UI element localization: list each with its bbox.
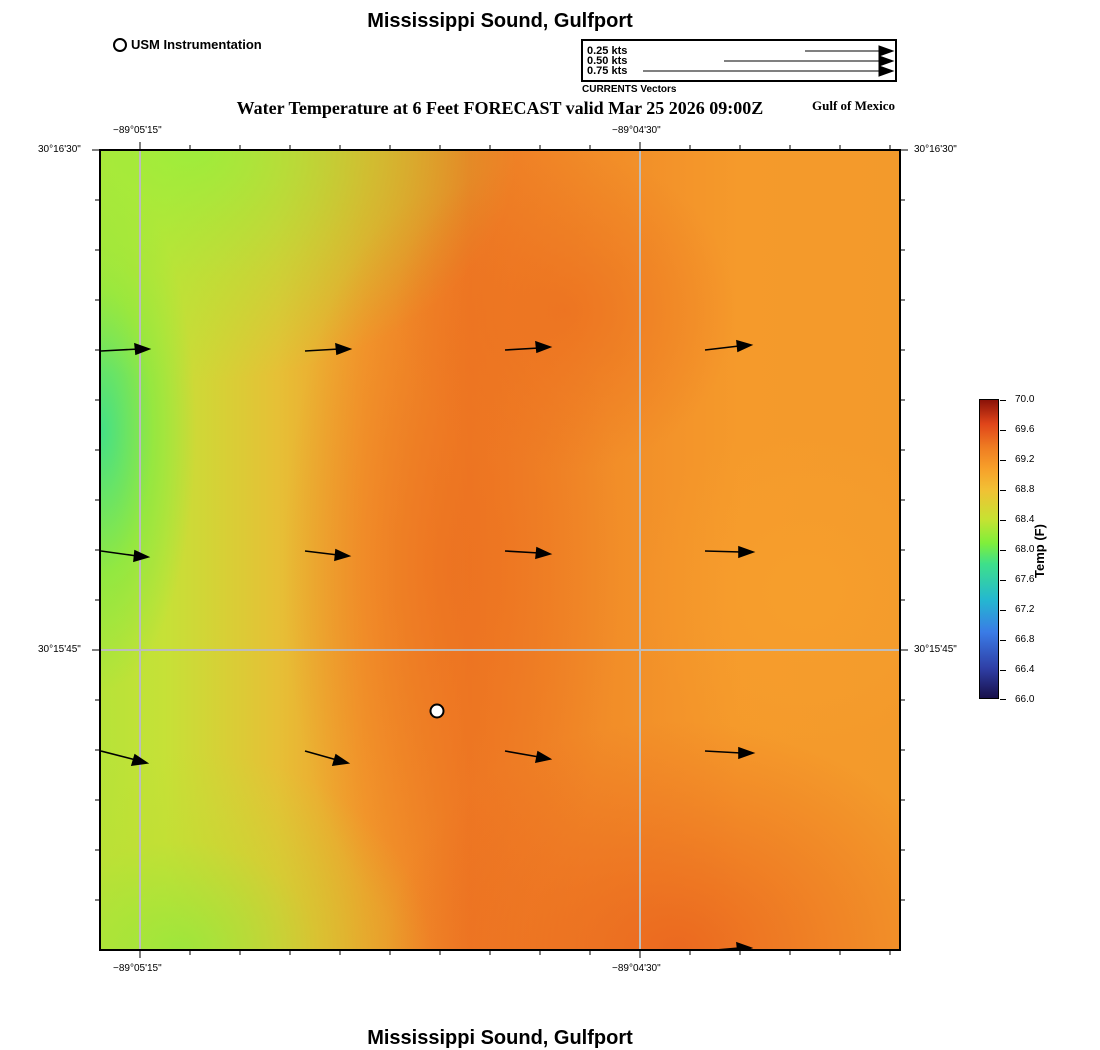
colorbar-label: 67.6 — [1015, 574, 1035, 585]
instrument-marker-icon — [113, 37, 127, 52]
colorbar-label: 69.6 — [1015, 424, 1035, 435]
lon-label-bottom-2: −89°04'30" — [612, 963, 661, 974]
lat-label-left-2: 30°15'45" — [38, 644, 81, 655]
current-vector — [704, 746, 756, 760]
footer-title: Mississippi Sound, Gulfport — [367, 1027, 633, 1049]
usm-legend-label: USM Instrumentation — [131, 37, 262, 52]
lon-label-top-2: −89°04'30" — [612, 125, 661, 136]
colorbar-label: 68.0 — [1015, 544, 1035, 555]
current-vector — [304, 548, 352, 562]
graticule — [101, 151, 899, 949]
lat-label-right-1: 30°16'30" — [914, 144, 957, 155]
vector-scale-legend: 0.25 kts 0.50 kts 0.75 kts — [581, 39, 897, 82]
current-vector — [304, 750, 351, 766]
colorbar-title: Temp (F) — [1032, 524, 1047, 578]
vector-label-075: 0.75 kts — [587, 65, 628, 77]
current-vectors — [101, 339, 756, 949]
current-vector — [101, 342, 152, 356]
lat-label-right-2: 30°15'45" — [914, 644, 957, 655]
vector-label-050: 0.50 kts — [587, 55, 628, 67]
current-vector — [504, 546, 553, 560]
current-vector — [101, 549, 151, 563]
temperature-colorbar — [979, 399, 999, 699]
colorbar-label: 66.8 — [1015, 634, 1035, 645]
map-title: Mississippi Sound, Gulfport — [367, 10, 633, 32]
colorbar-label: 68.8 — [1015, 484, 1035, 495]
current-vector — [718, 941, 754, 949]
colorbar-label: 66.4 — [1015, 664, 1035, 675]
usm-instrumentation-legend: USM Instrumentation — [113, 37, 262, 52]
vector-scale-arrows — [643, 45, 895, 77]
lon-label-bottom-1: −89°05'15" — [113, 963, 162, 974]
current-vector — [101, 750, 150, 766]
current-vector — [304, 342, 353, 356]
map-subtitle: Water Temperature at 6 Feet FORECAST val… — [236, 98, 764, 118]
colorbar-label: 70.0 — [1015, 394, 1035, 405]
colorbar-label: 69.2 — [1015, 454, 1035, 465]
lat-label-left-1: 30°16'30" — [38, 144, 81, 155]
current-vector — [504, 340, 553, 354]
lon-label-top-1: −89°05'15" — [113, 125, 162, 136]
current-vector — [504, 750, 553, 764]
vector-label-025: 0.25 kts — [587, 45, 628, 57]
temperature-map[interactable] — [99, 149, 901, 951]
map-overlay — [101, 151, 899, 949]
vector-legend-caption: CURRENTS Vectors — [582, 84, 677, 95]
gulf-of-mexico-label: Gulf of Mexico — [812, 98, 896, 113]
colorbar-label: 66.0 — [1015, 694, 1035, 705]
current-vector — [704, 339, 754, 353]
colorbar-label: 67.2 — [1015, 604, 1035, 615]
usm-instrument-marker — [429, 703, 445, 719]
temperature-field — [101, 151, 899, 949]
current-vector — [704, 545, 756, 559]
colorbar-label: 68.4 — [1015, 514, 1035, 525]
